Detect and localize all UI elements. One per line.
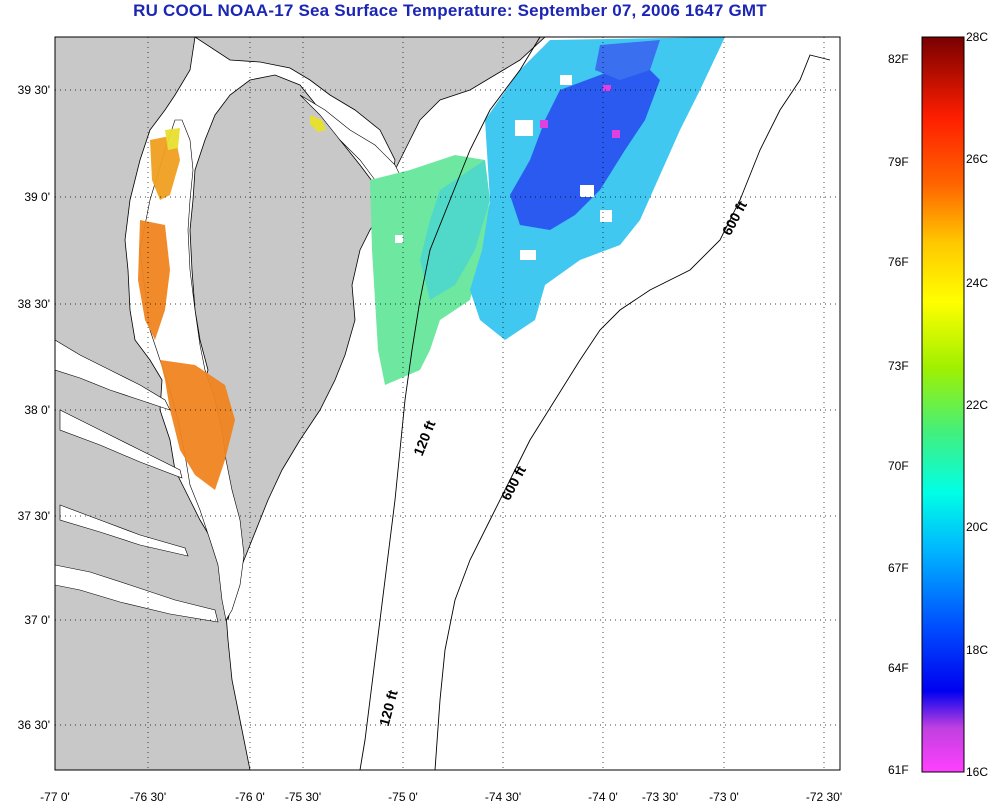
colorbar-c-label: 18C — [966, 643, 989, 657]
colorbar-c-label: 20C — [966, 520, 989, 534]
colorbar-c-label: 16C — [966, 765, 989, 779]
colorbar-c-label: 24C — [966, 276, 989, 290]
colorbar-f-label: 73F — [888, 359, 909, 373]
lat-label: 39 30' — [17, 83, 50, 97]
colorbar-c-label: 22C — [966, 398, 989, 412]
lon-label: -75 0' — [388, 790, 418, 804]
york-river — [59, 504, 189, 557]
rappahannock-river — [59, 409, 183, 479]
lon-label: -73 30' — [641, 790, 679, 804]
isobath-600ft — [434, 54, 831, 770]
colorbar-f-label: 70F — [888, 459, 909, 473]
james-river — [55, 564, 219, 623]
bay-sst-patch — [138, 128, 235, 490]
lat-label: 36 30' — [17, 718, 50, 732]
colorbar-f-label: 76F — [888, 255, 909, 269]
lat-label: 38 0' — [24, 403, 50, 417]
delaware-sst-patch — [310, 115, 326, 132]
shelf-sst-blue — [510, 60, 660, 230]
lon-label: -76 0' — [235, 790, 265, 804]
lon-label: -76 30' — [129, 790, 167, 804]
map-title: RU COOL NOAA-17 Sea Surface Temperature:… — [133, 1, 767, 20]
lat-label: 37 0' — [24, 613, 50, 627]
lat-label: 37 30' — [17, 509, 50, 523]
lat-label: 39 0' — [24, 190, 50, 204]
lon-label: -77 0' — [40, 790, 70, 804]
colorbar-f-label: 61F — [888, 763, 909, 777]
lon-label: -72 30' — [805, 790, 843, 804]
colorbar — [921, 36, 965, 773]
colorbar-f-label: 64F — [888, 661, 909, 675]
lon-label: -73 0' — [709, 790, 739, 804]
colorbar-c-label: 28C — [966, 30, 989, 44]
shelf-sst-blue2 — [595, 40, 660, 80]
shelf-sst-magenta — [540, 85, 620, 138]
lon-label: -74 30' — [484, 790, 522, 804]
graticule — [55, 37, 840, 770]
lon-label: -74 0' — [588, 790, 618, 804]
colorbar-c-label: 26C — [966, 152, 989, 166]
isobath-120ft — [359, 37, 541, 770]
lon-label: -75 30' — [284, 790, 322, 804]
colorbar-f-label: 79F — [888, 155, 909, 169]
lat-label: 38 30' — [17, 297, 50, 311]
plot-border — [54, 36, 841, 771]
colorbar-f-label: 67F — [888, 561, 909, 575]
shelf-sst-teal — [420, 160, 490, 300]
colorbar-f-label: 82F — [888, 52, 909, 66]
